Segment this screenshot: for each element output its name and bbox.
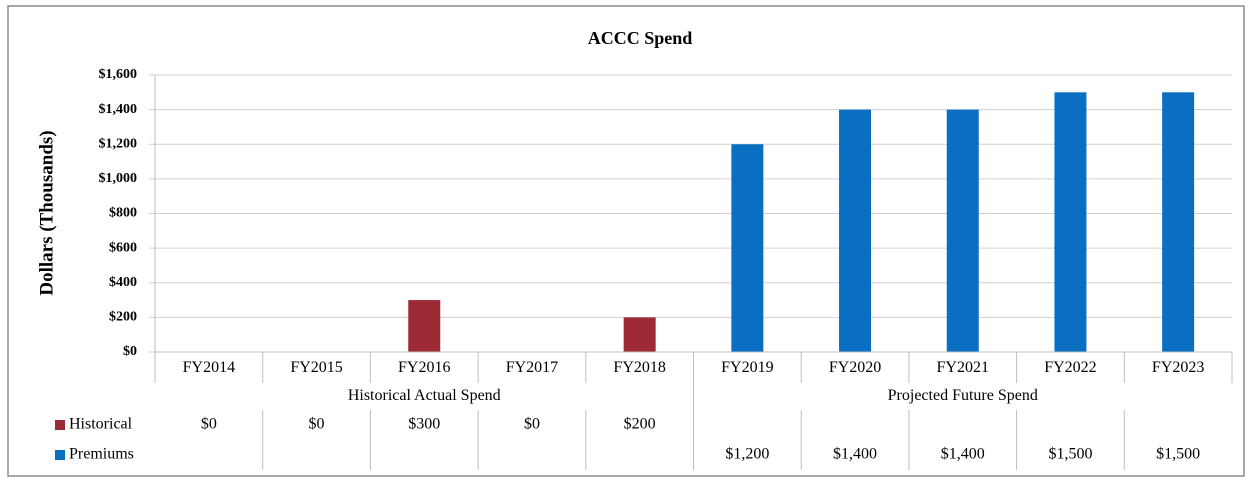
- value-label: $1,200: [725, 446, 769, 463]
- chart-title: ACCC Spend: [588, 28, 693, 48]
- value-label: $0: [524, 416, 540, 433]
- y-axis-label: Dollars (Thousands): [36, 130, 57, 295]
- legend-swatch: [55, 420, 65, 430]
- bar: [731, 144, 764, 352]
- bar: [1162, 92, 1195, 352]
- group-label: Historical Actual Spend: [348, 387, 501, 404]
- x-tick-label: FY2016: [398, 359, 450, 376]
- x-tick-label: FY2021: [937, 359, 989, 376]
- y-tick-label: $200: [109, 310, 137, 325]
- value-label: $1,500: [1156, 446, 1200, 463]
- y-tick-label: $1,400: [99, 102, 138, 117]
- x-tick-label: FY2019: [721, 359, 773, 376]
- value-label: $1,400: [833, 446, 877, 463]
- y-tick-label: $0: [123, 344, 137, 359]
- legend-swatch: [55, 450, 65, 460]
- x-tick-label: FY2022: [1044, 359, 1096, 376]
- value-label: $300: [408, 416, 440, 433]
- value-label: $200: [624, 416, 656, 433]
- x-tick-label: FY2014: [183, 359, 235, 376]
- bar: [408, 300, 441, 352]
- bar: [946, 109, 979, 352]
- y-tick-label: $1,200: [99, 136, 138, 151]
- bar: [1054, 92, 1087, 352]
- y-tick-label: $800: [109, 206, 137, 221]
- y-tick-label: $600: [109, 240, 137, 255]
- bar: [839, 109, 872, 352]
- y-tick-label: $1,600: [99, 67, 138, 82]
- value-label: $0: [309, 416, 325, 433]
- value-label: $1,500: [1048, 446, 1092, 463]
- y-tick-label: $400: [109, 275, 137, 290]
- x-tick-label: FY2018: [613, 359, 665, 376]
- x-tick-label: FY2015: [290, 359, 342, 376]
- group-label: Projected Future Spend: [888, 387, 1038, 404]
- bar: [623, 317, 656, 352]
- value-label: $0: [201, 416, 217, 433]
- legend-label: Historical: [69, 416, 133, 433]
- y-tick-label: $1,000: [99, 171, 138, 186]
- chart-frame: [7, 5, 1245, 477]
- x-tick-label: FY2017: [506, 359, 558, 376]
- value-label: $1,400: [941, 446, 985, 463]
- legend-label: Premiums: [69, 446, 134, 463]
- x-tick-label: FY2020: [829, 359, 881, 376]
- x-tick-label: FY2023: [1152, 359, 1204, 376]
